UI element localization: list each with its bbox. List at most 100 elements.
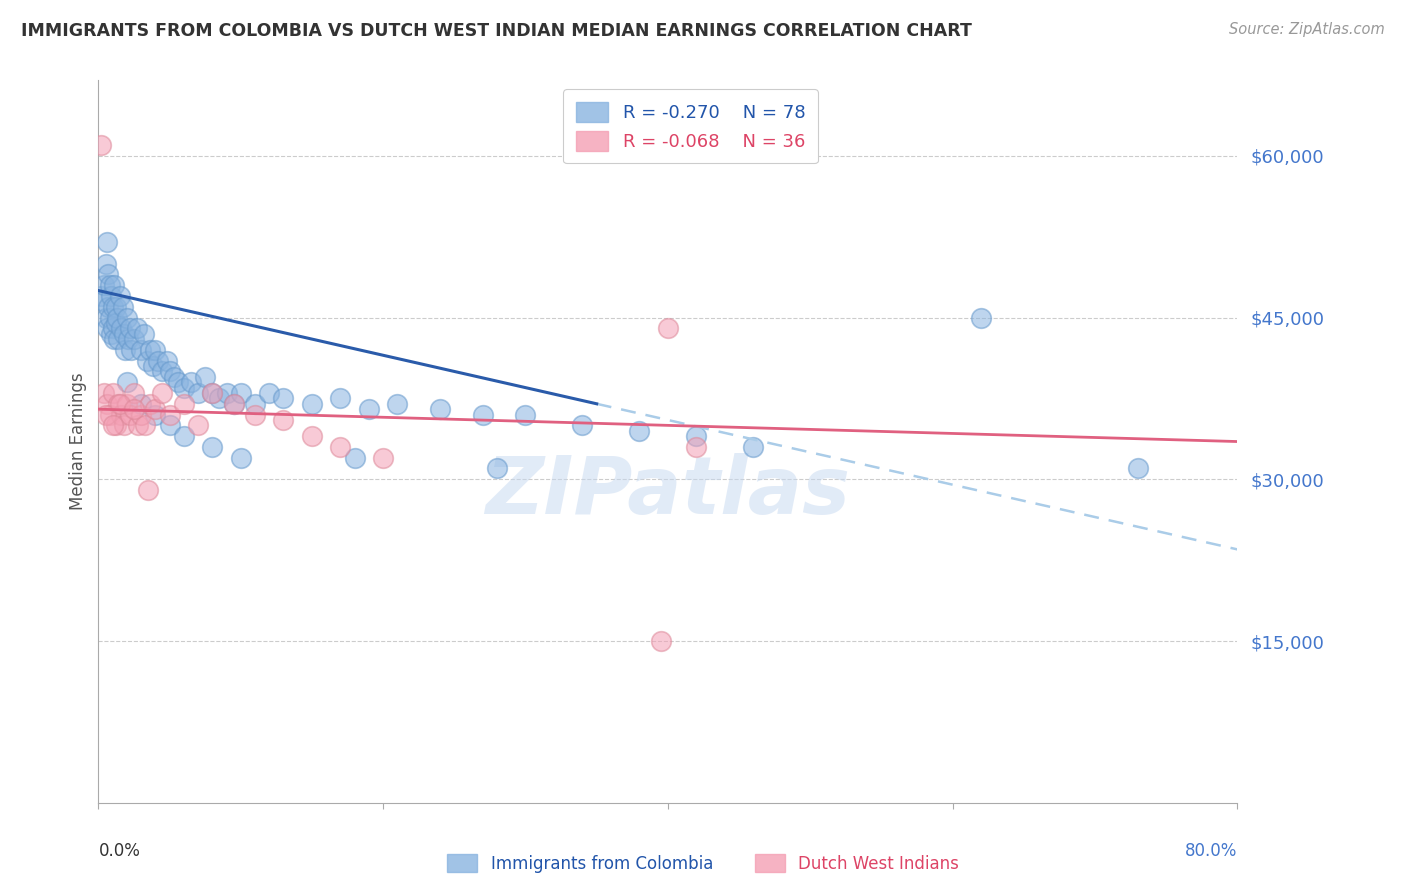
Point xyxy=(136,483,159,497)
Point xyxy=(115,376,138,390)
Point xyxy=(571,418,593,433)
Point xyxy=(110,321,132,335)
Point xyxy=(145,343,167,357)
Point xyxy=(115,397,138,411)
Point xyxy=(159,364,181,378)
Point xyxy=(135,353,157,368)
Point xyxy=(685,429,707,443)
Point xyxy=(329,392,352,406)
Text: ZIPatlas: ZIPatlas xyxy=(485,453,851,531)
Point xyxy=(343,450,366,465)
Point xyxy=(90,289,112,303)
Point xyxy=(742,440,765,454)
Point xyxy=(259,386,281,401)
Point xyxy=(103,332,125,346)
Point xyxy=(471,408,494,422)
Point xyxy=(329,440,352,454)
Point xyxy=(685,440,707,454)
Point xyxy=(201,386,224,401)
Point xyxy=(118,321,141,335)
Y-axis label: Median Earnings: Median Earnings xyxy=(69,373,87,510)
Point xyxy=(138,397,160,411)
Point xyxy=(301,397,323,411)
Point xyxy=(118,408,141,422)
Point xyxy=(273,413,295,427)
Point xyxy=(101,300,124,314)
Point xyxy=(110,408,132,422)
Point xyxy=(100,289,122,303)
Point xyxy=(970,310,993,325)
Point xyxy=(96,235,118,249)
Point xyxy=(112,326,135,341)
Point xyxy=(103,278,125,293)
Point xyxy=(194,369,217,384)
Point xyxy=(201,386,224,401)
Point xyxy=(208,392,231,406)
Point xyxy=(357,402,380,417)
Point xyxy=(138,343,160,357)
Point xyxy=(173,397,195,411)
Point xyxy=(93,278,115,293)
Point xyxy=(94,257,117,271)
Point xyxy=(96,321,118,335)
Point xyxy=(141,359,163,373)
Point xyxy=(148,353,170,368)
Point xyxy=(104,418,127,433)
Point xyxy=(98,278,121,293)
Point xyxy=(94,408,117,422)
Text: IMMIGRANTS FROM COLOMBIA VS DUTCH WEST INDIAN MEDIAN EARNINGS CORRELATION CHART: IMMIGRANTS FROM COLOMBIA VS DUTCH WEST I… xyxy=(21,22,972,40)
Text: Source: ZipAtlas.com: Source: ZipAtlas.com xyxy=(1229,22,1385,37)
Point xyxy=(628,424,651,438)
Point xyxy=(107,397,129,411)
Point xyxy=(90,138,112,153)
Point xyxy=(94,310,117,325)
Point xyxy=(97,268,120,282)
Text: 0.0%: 0.0% xyxy=(98,842,141,860)
Point xyxy=(114,343,136,357)
Point xyxy=(108,289,131,303)
Point xyxy=(108,397,131,411)
Point xyxy=(101,321,124,335)
Point xyxy=(105,310,128,325)
Point xyxy=(201,440,224,454)
Point xyxy=(650,634,672,648)
Point xyxy=(229,450,252,465)
Point xyxy=(111,300,134,314)
Point xyxy=(515,408,537,422)
Point xyxy=(98,310,121,325)
Point xyxy=(115,310,138,325)
Point xyxy=(187,418,209,433)
Point xyxy=(101,418,124,433)
Point xyxy=(100,326,122,341)
Point xyxy=(104,300,127,314)
Point xyxy=(125,321,148,335)
Legend: Immigrants from Colombia, Dutch West Indians: Immigrants from Colombia, Dutch West Ind… xyxy=(440,847,966,880)
Point xyxy=(301,429,323,443)
Point xyxy=(273,392,295,406)
Point xyxy=(120,343,142,357)
Legend: R = -0.270    N = 78, R = -0.068    N = 36: R = -0.270 N = 78, R = -0.068 N = 36 xyxy=(562,89,818,163)
Point xyxy=(163,369,186,384)
Point xyxy=(122,386,145,401)
Point xyxy=(159,418,181,433)
Point xyxy=(145,402,167,417)
Point xyxy=(129,397,152,411)
Point xyxy=(243,408,266,422)
Point xyxy=(222,397,245,411)
Point xyxy=(129,343,152,357)
Point xyxy=(96,397,118,411)
Point xyxy=(486,461,509,475)
Point xyxy=(104,316,127,330)
Text: 80.0%: 80.0% xyxy=(1185,842,1237,860)
Point xyxy=(159,408,181,422)
Point xyxy=(122,332,145,346)
Point xyxy=(243,397,266,411)
Point xyxy=(101,386,124,401)
Point xyxy=(97,300,120,314)
Point xyxy=(167,376,190,390)
Point xyxy=(134,418,156,433)
Point xyxy=(373,450,395,465)
Point xyxy=(173,429,195,443)
Point xyxy=(145,408,167,422)
Point xyxy=(187,386,209,401)
